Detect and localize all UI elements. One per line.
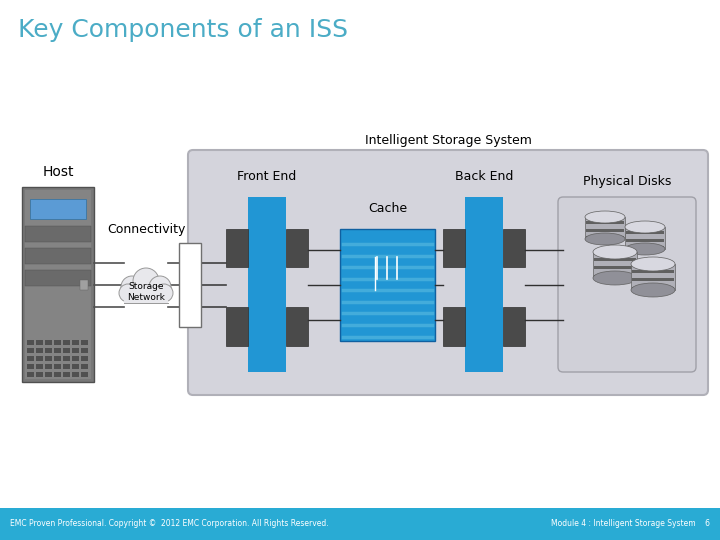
Bar: [443, 307, 465, 346]
Bar: [81, 348, 88, 353]
Bar: [36, 364, 43, 369]
Bar: [25, 226, 91, 242]
Bar: [286, 228, 308, 267]
Circle shape: [119, 284, 137, 302]
Bar: [81, 364, 88, 369]
Bar: [465, 197, 503, 372]
FancyBboxPatch shape: [625, 227, 665, 249]
Bar: [594, 258, 636, 261]
Bar: [27, 348, 34, 353]
Bar: [54, 340, 61, 345]
Bar: [632, 287, 674, 290]
Bar: [54, 348, 61, 353]
Text: Key Components of an ISS: Key Components of an ISS: [18, 18, 348, 42]
Bar: [226, 228, 248, 267]
Bar: [72, 364, 79, 369]
Bar: [27, 364, 34, 369]
Bar: [45, 348, 52, 353]
Ellipse shape: [625, 243, 665, 255]
Bar: [22, 187, 94, 382]
Bar: [72, 340, 79, 345]
Text: Storage
Network: Storage Network: [127, 282, 165, 302]
Ellipse shape: [593, 271, 637, 285]
Bar: [36, 356, 43, 361]
Bar: [36, 340, 43, 345]
Text: Cache: Cache: [368, 201, 407, 214]
Bar: [286, 307, 308, 346]
Bar: [0, 508, 720, 540]
Text: Physical Disks: Physical Disks: [582, 175, 671, 188]
Bar: [25, 248, 91, 264]
Bar: [27, 340, 34, 345]
Bar: [586, 236, 624, 239]
Text: EMC Proven Professional. Copyright ©  2012 EMC Corporation. All Rights Reserved.: EMC Proven Professional. Copyright © 201…: [10, 519, 328, 529]
Bar: [443, 228, 465, 267]
Bar: [27, 372, 34, 377]
Bar: [632, 278, 674, 281]
Bar: [63, 348, 70, 353]
Bar: [248, 197, 286, 372]
Bar: [72, 356, 79, 361]
Bar: [124, 287, 168, 303]
Ellipse shape: [631, 257, 675, 271]
Ellipse shape: [631, 283, 675, 297]
Circle shape: [121, 276, 143, 298]
Bar: [36, 348, 43, 353]
Bar: [81, 340, 88, 345]
Bar: [626, 246, 664, 249]
Bar: [72, 372, 79, 377]
Bar: [594, 266, 636, 269]
Bar: [503, 228, 525, 267]
Bar: [594, 275, 636, 278]
Bar: [27, 356, 34, 361]
Ellipse shape: [593, 245, 637, 259]
Bar: [626, 231, 664, 234]
Bar: [226, 307, 248, 346]
Bar: [80, 280, 88, 290]
Ellipse shape: [625, 221, 665, 233]
Text: Connectivity: Connectivity: [107, 224, 185, 237]
Bar: [54, 356, 61, 361]
Text: Host: Host: [42, 165, 73, 179]
Bar: [586, 228, 624, 232]
FancyBboxPatch shape: [340, 228, 435, 341]
Circle shape: [133, 268, 159, 294]
Bar: [63, 364, 70, 369]
Bar: [72, 348, 79, 353]
Bar: [626, 239, 664, 242]
Text: Back End: Back End: [455, 170, 513, 183]
Bar: [81, 372, 88, 377]
Ellipse shape: [585, 233, 625, 245]
Bar: [179, 243, 201, 327]
Bar: [54, 372, 61, 377]
FancyBboxPatch shape: [593, 252, 637, 278]
Bar: [45, 364, 52, 369]
Text: Module 4 : Intelligent Storage System    6: Module 4 : Intelligent Storage System 6: [551, 519, 710, 529]
Circle shape: [149, 276, 171, 298]
Bar: [45, 356, 52, 361]
FancyBboxPatch shape: [585, 217, 625, 239]
FancyBboxPatch shape: [188, 150, 708, 395]
Bar: [81, 356, 88, 361]
Bar: [54, 364, 61, 369]
Bar: [503, 307, 525, 346]
Bar: [63, 356, 70, 361]
Bar: [45, 372, 52, 377]
Ellipse shape: [585, 211, 625, 223]
Bar: [632, 269, 674, 273]
Bar: [36, 372, 43, 377]
Bar: [30, 199, 86, 219]
Bar: [63, 372, 70, 377]
FancyBboxPatch shape: [558, 197, 696, 372]
Text: Front End: Front End: [238, 170, 297, 183]
Bar: [63, 340, 70, 345]
Bar: [25, 190, 91, 379]
Bar: [25, 270, 91, 286]
Circle shape: [155, 284, 173, 302]
Text: Intelligent Storage System: Intelligent Storage System: [364, 134, 531, 147]
Bar: [586, 221, 624, 224]
Bar: [45, 340, 52, 345]
FancyBboxPatch shape: [631, 264, 675, 290]
